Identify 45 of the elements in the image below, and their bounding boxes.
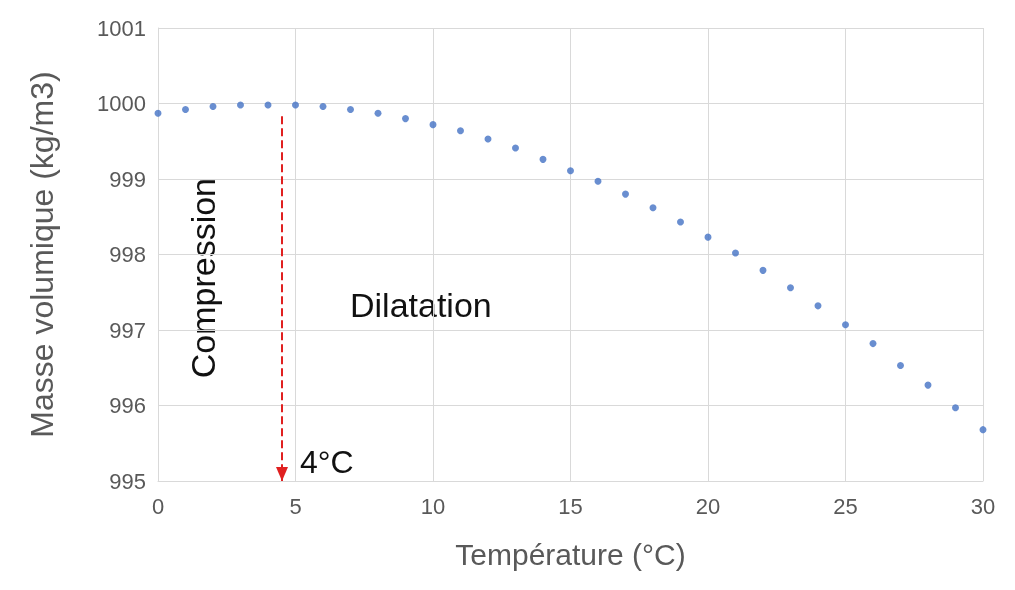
point (374, 109, 382, 117)
point (594, 177, 602, 185)
point (539, 155, 547, 163)
y-tick-label: 1000 (97, 91, 146, 116)
point (457, 127, 464, 135)
point (567, 167, 574, 175)
y-tick-label: 1001 (97, 15, 146, 41)
point (979, 426, 987, 434)
point (732, 249, 739, 257)
point (402, 115, 409, 123)
point (319, 103, 327, 111)
point (237, 101, 244, 109)
x-tick-label: 0 (151, 493, 165, 519)
x-tick-label: 25 (833, 493, 858, 519)
y-axis-title: Masse volumique (kg/m3) (24, 71, 60, 438)
x-tick-label: 20 (695, 493, 721, 519)
point (869, 340, 877, 348)
point (429, 121, 437, 129)
y-tick-label: 996 (109, 393, 146, 418)
point (292, 101, 299, 109)
x-axis-title: Température (°C) (455, 537, 686, 571)
y-tick-label: 998 (109, 242, 146, 267)
point (677, 218, 684, 226)
annotation: Compression (184, 177, 222, 379)
point (952, 404, 959, 412)
point (182, 106, 189, 114)
x-tick-label: 30 (970, 493, 996, 519)
ref-line-label: 4°C (299, 444, 354, 480)
x-tick-label: 10 (420, 493, 446, 519)
point (512, 144, 519, 152)
y-tick-label: 999 (109, 166, 146, 192)
point (897, 361, 904, 369)
y-tick-label: 997 (109, 317, 146, 343)
point (842, 321, 849, 329)
point (209, 103, 217, 111)
y-tick-label: 995 (109, 468, 146, 494)
point (787, 284, 794, 292)
point (347, 106, 354, 114)
x-tick-label: 5 (289, 493, 302, 519)
annotation: Dilatation (350, 286, 492, 324)
point (759, 266, 767, 274)
point (154, 109, 162, 117)
point (622, 190, 629, 198)
point (649, 204, 657, 212)
x-tick-label: 15 (558, 493, 583, 519)
